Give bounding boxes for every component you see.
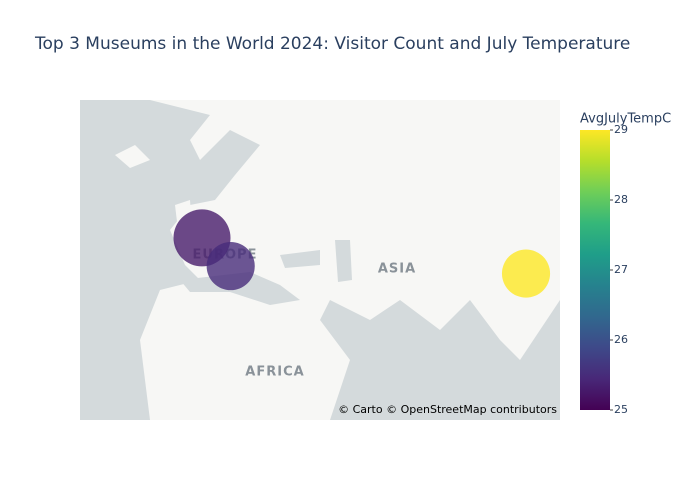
colorbar-tick-label: 26 [614,333,628,346]
attribution: © Carto © OpenStreetMap contributors [338,403,557,416]
black-sea [280,250,320,268]
colorbar [580,130,610,410]
colorbar-tick-label: 25 [614,403,628,416]
mediterranean [180,272,300,305]
iceland [115,145,150,168]
museum-bubble [206,242,255,291]
museum-bubble [501,249,551,298]
colorbar-title: AvgJulyTempC [580,112,671,127]
colorbar-tick-label: 29 [614,123,628,136]
colorbar-tick-label: 28 [614,193,628,206]
map-label: ASIA [378,262,416,277]
colorbar-tick-label: 27 [614,263,628,276]
map-label: AFRICA [245,365,304,380]
caspian-sea [335,240,352,282]
chart-title: Top 3 Museums in the World 2024: Visitor… [34,34,630,54]
map [80,100,560,420]
